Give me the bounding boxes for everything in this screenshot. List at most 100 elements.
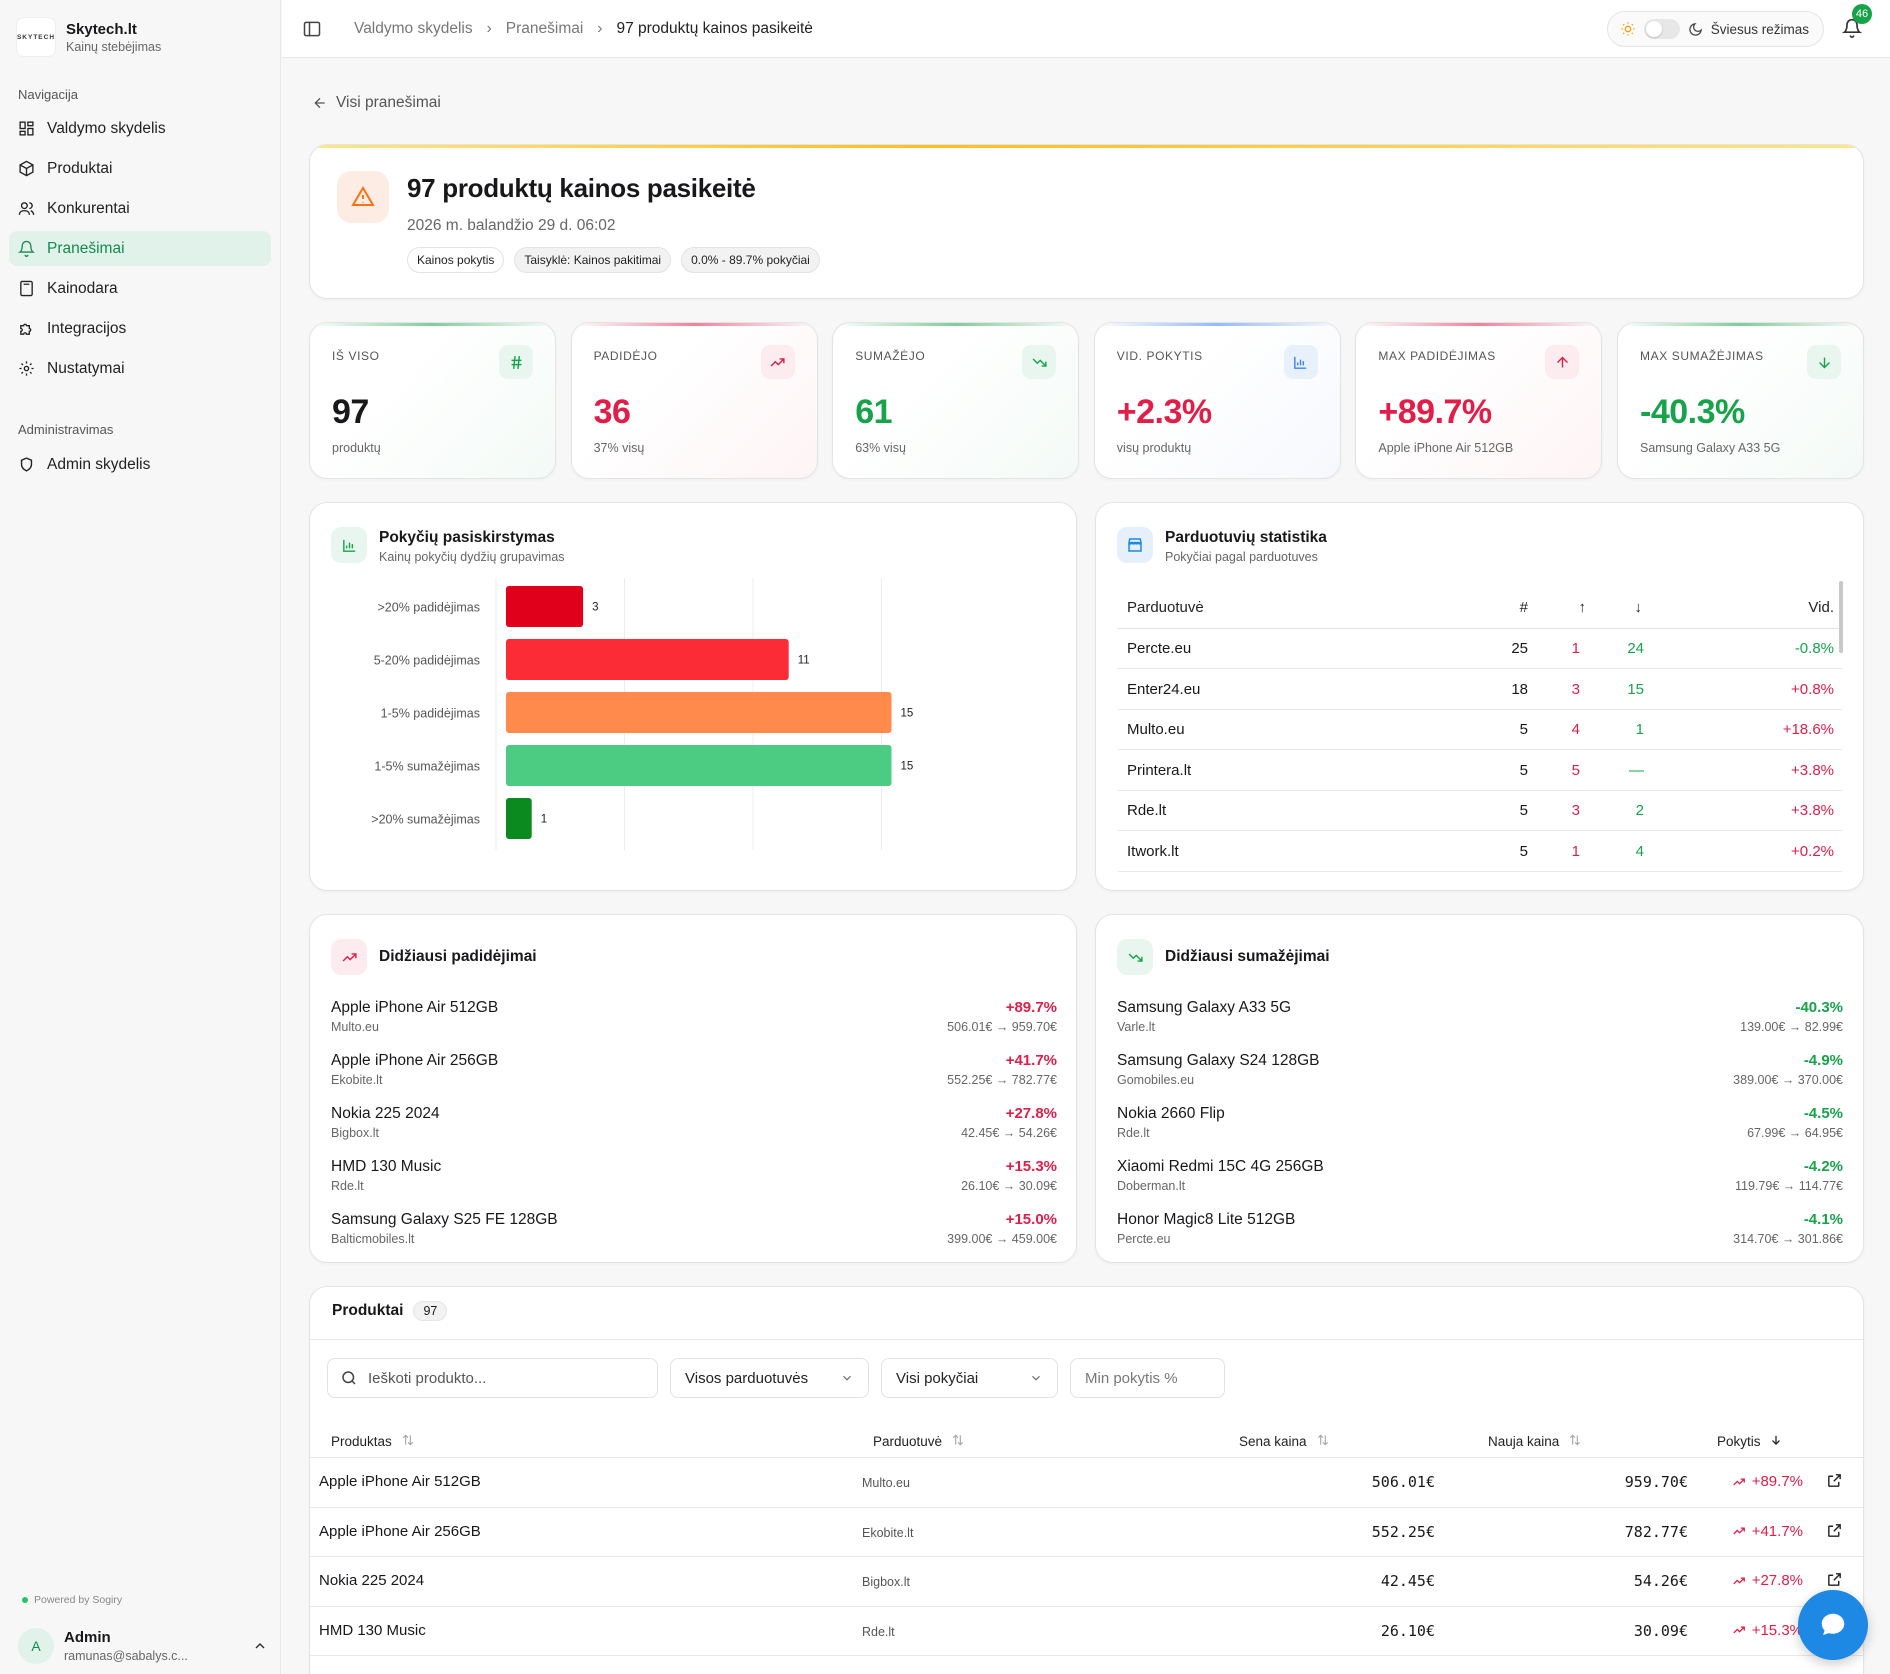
shop-filter-value: Visos parduotuvės xyxy=(685,1369,809,1387)
stat-value: 61 xyxy=(855,393,893,431)
product-name[interactable]: Apple iPhone Air 256GB xyxy=(319,1522,481,1540)
bar[interactable] xyxy=(506,692,892,733)
category-label: 1-5% sumažėjimas xyxy=(374,760,480,774)
change-percent: +89.7% xyxy=(1751,1473,1803,1490)
table-row[interactable]: Itwork.lt 5 1 4 +0.2% xyxy=(1118,832,1842,872)
bar-value-label: 15 xyxy=(901,708,914,720)
breadcrumb-item[interactable]: Valdymo skydelis xyxy=(354,19,473,37)
table-row[interactable]: Printera.lt 5 5 — +3.8% xyxy=(1118,751,1842,791)
theme-toggle[interactable] xyxy=(1643,19,1680,39)
external-link-icon[interactable] xyxy=(1826,1571,1843,1592)
theme-switch[interactable]: Šviesus režimas xyxy=(1606,11,1824,47)
chat-button[interactable] xyxy=(1798,1590,1868,1660)
shop-name: Percte.eu xyxy=(1117,1232,1171,1246)
change-percent: -4.9% xyxy=(1803,1052,1843,1069)
mover-item[interactable]: Xiaomi Redmi 15C 4G 256GB Doberman.lt -4.2… xyxy=(1117,1158,1843,1202)
table-row[interactable]: Multo.eu 5 4 1 +18.6% xyxy=(1118,710,1842,751)
back-link[interactable]: Visi pranešimai xyxy=(312,94,441,112)
breadcrumb-item[interactable]: Pranešimai xyxy=(505,19,584,37)
notification-count-badge: 46 xyxy=(1852,4,1872,24)
sidebar-item-produktai[interactable]: Produktai xyxy=(9,151,271,186)
product-name[interactable]: HMD 130 Music xyxy=(319,1621,426,1639)
column-header[interactable]: ↓ xyxy=(1634,599,1643,616)
shop-count: 25 xyxy=(1511,640,1528,657)
column-header[interactable]: Parduotuvė xyxy=(873,1433,966,1450)
change-percent: +89.7% xyxy=(1005,999,1057,1016)
bar[interactable] xyxy=(506,639,789,680)
chevron-up-icon xyxy=(255,1642,265,1649)
table-row[interactable]: Enter24.eu 18 3 15 +0.8% xyxy=(1118,670,1842,710)
product-name[interactable]: Nokia 225 2024 xyxy=(319,1572,425,1589)
table-row[interactable]: Apple iPhone Air 256GB Ekobite.lt 552.25€ 7… xyxy=(310,1506,1863,1557)
min-change-input[interactable]: Min pokytis % xyxy=(1070,1358,1225,1398)
calculator-icon xyxy=(20,280,33,297)
user-email: ramunas@sabalys.c... xyxy=(64,1649,188,1663)
table-row[interactable]: Percte.eu 25 1 24 -0.8% xyxy=(1118,629,1842,669)
column-header[interactable]: Produktas xyxy=(331,1433,416,1450)
table-row[interactable]: HMD 130 Music Rde.lt 26.10€ 30.09€ +15.3% xyxy=(310,1605,1863,1656)
bar[interactable] xyxy=(506,745,892,786)
shop-down-count: 15 xyxy=(1627,680,1644,698)
brand[interactable]: SKYTECH Skytech.lt Kainų stebėjimas xyxy=(0,0,280,58)
shop-name: Multo.eu xyxy=(1127,721,1185,739)
column-header[interactable]: ↑ xyxy=(1578,599,1587,616)
sidebar-item-admin[interactable]: Admin skydelis xyxy=(9,447,271,482)
top-decreases-card: Didžiausi sumažėjimai Samsung Galaxy A33… xyxy=(1095,914,1864,1263)
stat-subtext: Samsung Galaxy A33 5G xyxy=(1640,441,1781,455)
stat-card: SUMAŽĖJO 61 63% visų xyxy=(832,322,1080,479)
table-row[interactable]: Apple iPhone Air 512GB Multo.eu 506.01€ 959… xyxy=(310,1457,1863,1507)
stat-card: PADIDĖJO 36 37% visų xyxy=(570,322,818,479)
bar[interactable] xyxy=(506,798,532,839)
column-header[interactable]: Sena kaina xyxy=(1239,1433,1331,1450)
mover-item[interactable]: Nokia 2660 Flip Rde.lt -4.5% 67.99€ → 64.95… xyxy=(1117,1105,1843,1149)
mover-item[interactable]: Apple iPhone Air 256GB Ekobite.lt +41.7% 55… xyxy=(331,1052,1057,1096)
external-link-icon[interactable] xyxy=(1826,1522,1843,1543)
table-row[interactable]: Nokia 225 2024 Bigbox.lt 42.45€ 54.26€ +27.8… xyxy=(310,1556,1863,1606)
product-name: HMD 130 Music xyxy=(331,1158,442,1175)
trending-up-icon xyxy=(760,345,795,379)
search-input[interactable]: Ieškoti produkto... xyxy=(327,1358,658,1398)
shop-stats-card: Parduotuvių statistika Pokyčiai pagal pa… xyxy=(1095,502,1864,891)
bar-chart-icon xyxy=(331,527,367,563)
table-row[interactable]: Rde.lt 5 3 2 +3.8% xyxy=(1118,791,1842,832)
sidebar-item-integracijos[interactable]: Integracijos xyxy=(9,311,271,346)
mover-item[interactable]: Apple iPhone Air 512GB Multo.eu +89.7% 506.… xyxy=(331,999,1057,1043)
notifications-button[interactable]: 46 xyxy=(1841,4,1872,42)
sidebar-toggle-icon[interactable] xyxy=(302,19,322,39)
accent-bar xyxy=(833,323,1079,326)
external-link-icon[interactable] xyxy=(1826,1472,1843,1493)
shop-table-header: Parduotuvė # ↑ ↓ Vid. xyxy=(1118,587,1842,629)
mover-item[interactable]: Nokia 225 2024 Bigbox.lt +27.8% 42.45€ → 54… xyxy=(331,1105,1057,1149)
column-header[interactable]: # xyxy=(1519,599,1528,616)
sidebar-item-kainodara[interactable]: Kainodara xyxy=(9,271,271,306)
mover-item[interactable]: Samsung Galaxy S25 FE 128GB Balticmobiles… xyxy=(331,1211,1057,1255)
product-name: Samsung Galaxy S25 FE 128GB xyxy=(331,1211,558,1228)
sidebar-item-valdymo-skydelis[interactable]: Valdymo skydelis xyxy=(9,111,271,146)
mover-item[interactable]: HMD 130 Music Rde.lt +15.3% 26.10€ → 30.09€ xyxy=(331,1158,1057,1202)
change-filter-select[interactable]: Visi pokyčiai xyxy=(881,1358,1058,1398)
column-header[interactable]: Pokytis xyxy=(1717,1433,1783,1450)
scrollbar[interactable] xyxy=(1839,581,1843,653)
mover-item[interactable]: Samsung Galaxy S24 128GB Gomobiles.eu -4.9… xyxy=(1117,1052,1843,1096)
gear-icon xyxy=(19,361,34,376)
table-row[interactable] xyxy=(310,1655,1863,1674)
shop-filter-select[interactable]: Visos parduotuvės xyxy=(670,1358,869,1398)
column-header-label: Pokytis xyxy=(1717,1434,1761,1449)
admin-section-label: Administravimas xyxy=(18,422,114,437)
user-menu[interactable]: A Admin ramunas@sabalys.c... xyxy=(18,1628,268,1664)
bar-value-label: 11 xyxy=(798,655,810,667)
change-cell: +27.8% xyxy=(1731,1572,1803,1589)
status-dot xyxy=(22,1597,28,1603)
bar[interactable] xyxy=(506,586,584,627)
users-icon xyxy=(18,202,35,215)
sidebar-item-konkurentai[interactable]: Konkurentai xyxy=(9,191,271,226)
mover-item[interactable]: Honor Magic8 Lite 512GB Percte.eu -4.1% 314… xyxy=(1117,1211,1843,1255)
column-header[interactable]: Nauja kaina xyxy=(1488,1433,1583,1450)
column-header[interactable]: Parduotuvė xyxy=(1127,599,1204,616)
sidebar-item-prane-imai[interactable]: Pranešimai xyxy=(9,231,271,266)
search-icon xyxy=(342,1371,356,1385)
sidebar-item-nustatymai[interactable]: Nustatymai xyxy=(9,351,271,386)
mover-item[interactable]: Samsung Galaxy A33 5G Varle.lt -40.3% 139.0… xyxy=(1117,999,1843,1043)
product-name[interactable]: Apple iPhone Air 512GB xyxy=(319,1473,481,1490)
column-header[interactable]: Vid. xyxy=(1808,599,1834,616)
